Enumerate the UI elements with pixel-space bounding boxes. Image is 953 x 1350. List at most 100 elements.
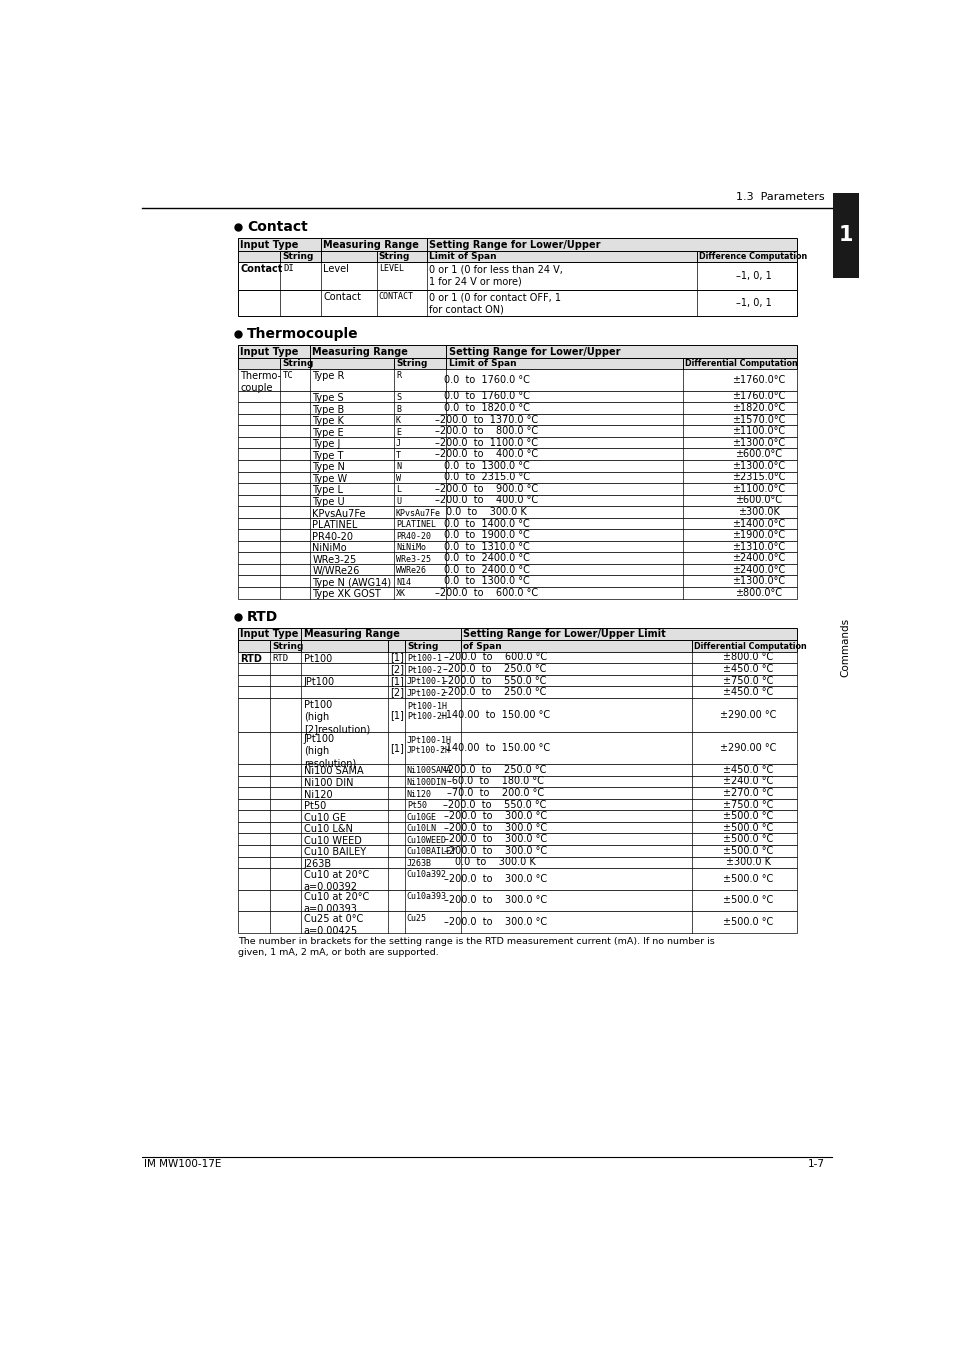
Text: Ni100SAMA: Ni100SAMA — [406, 767, 452, 775]
Text: Cu10 WEED: Cu10 WEED — [303, 836, 361, 845]
Text: Differential Computation: Differential Computation — [694, 641, 806, 651]
Text: 0.0  to  2400.0 °C: 0.0 to 2400.0 °C — [443, 554, 529, 563]
Bar — [237, 732, 797, 764]
Text: [1]: [1] — [390, 675, 403, 686]
Text: IM MW100-17E: IM MW100-17E — [144, 1160, 221, 1169]
Text: ±500.0 °C: ±500.0 °C — [722, 917, 773, 927]
Text: KPvsAu7Fe: KPvsAu7Fe — [395, 509, 440, 517]
Text: –140.00  to  150.00 °C: –140.00 to 150.00 °C — [440, 743, 549, 753]
Text: –200.0  to    300.0 °C: –200.0 to 300.0 °C — [443, 822, 546, 833]
Text: Pt100: Pt100 — [303, 653, 332, 664]
Text: PR40-20: PR40-20 — [395, 532, 431, 540]
Text: JPt100: JPt100 — [303, 678, 335, 687]
Text: 0.0  to  1300.0 °C: 0.0 to 1300.0 °C — [443, 460, 529, 471]
Text: PLATINEL: PLATINEL — [312, 520, 357, 531]
Text: JPt100-2: JPt100-2 — [406, 688, 446, 698]
Text: ±1300.0°C: ±1300.0°C — [731, 460, 784, 471]
Bar — [237, 346, 797, 358]
Text: Pt100
(high
[2]resolution): Pt100 (high [2]resolution) — [303, 701, 370, 734]
Text: WWRe26: WWRe26 — [395, 566, 425, 575]
Text: J263B: J263B — [406, 859, 432, 868]
Bar — [237, 425, 797, 437]
Text: Contact: Contact — [240, 265, 282, 274]
Text: Type T: Type T — [312, 451, 343, 460]
Text: W: W — [395, 474, 400, 483]
Text: Setting Range for Lower/Upper: Setting Range for Lower/Upper — [429, 240, 600, 250]
Text: Pt50: Pt50 — [303, 801, 326, 811]
Text: –200.0  to    250.0 °C: –200.0 to 250.0 °C — [443, 687, 546, 697]
Text: ±750.0 °C: ±750.0 °C — [722, 675, 773, 686]
Text: 0.0  to  1300.0 °C: 0.0 to 1300.0 °C — [443, 576, 529, 586]
Text: Input Type: Input Type — [240, 347, 298, 356]
Text: ±450.0 °C: ±450.0 °C — [722, 765, 773, 775]
Text: 0.0  to  1760.0 °C: 0.0 to 1760.0 °C — [443, 375, 529, 385]
Bar — [237, 483, 797, 494]
Bar — [237, 764, 797, 776]
Text: JPt100-1H: JPt100-1H — [406, 736, 452, 745]
Text: ±1300.0°C: ±1300.0°C — [731, 576, 784, 586]
Text: Thermocouple: Thermocouple — [247, 328, 358, 342]
Text: –200.0  to    300.0 °C: –200.0 to 300.0 °C — [443, 811, 546, 821]
Text: NiNiMo: NiNiMo — [312, 543, 347, 554]
Bar — [237, 675, 797, 686]
Text: N: N — [395, 462, 400, 471]
Bar — [237, 868, 797, 890]
Text: [2]: [2] — [390, 687, 403, 697]
Text: 1-7: 1-7 — [806, 1160, 823, 1169]
Text: Setting Range for Lower/Upper: Setting Range for Lower/Upper — [448, 347, 619, 356]
Text: Type N: Type N — [312, 462, 345, 472]
Text: JPt100
(high
resolution): JPt100 (high resolution) — [303, 734, 355, 768]
Text: ±2400.0°C: ±2400.0°C — [731, 564, 784, 575]
Text: –200.0  to    300.0 °C: –200.0 to 300.0 °C — [443, 917, 546, 927]
Text: Commands: Commands — [840, 617, 850, 676]
Text: String: String — [282, 252, 314, 261]
Text: –200.0  to    300.0 °C: –200.0 to 300.0 °C — [443, 873, 546, 884]
Text: Type K: Type K — [312, 416, 344, 427]
Text: ±1310.0°C: ±1310.0°C — [731, 541, 784, 552]
Text: –200.0  to    250.0 °C: –200.0 to 250.0 °C — [443, 765, 546, 775]
Text: LEVEL: LEVEL — [378, 265, 403, 274]
Text: [2]: [2] — [390, 664, 403, 674]
Text: Cu10a393: Cu10a393 — [406, 892, 446, 900]
Text: –200.0  to    550.0 °C: –200.0 to 550.0 °C — [443, 799, 546, 810]
Text: T: T — [395, 451, 400, 460]
Text: 0.0  to  1900.0 °C: 0.0 to 1900.0 °C — [443, 531, 529, 540]
Text: The number in brackets for the setting range is the RTD measurement current (mA): The number in brackets for the setting r… — [237, 937, 714, 957]
Text: Input Type: Input Type — [240, 629, 298, 640]
Text: ±500.0 °C: ±500.0 °C — [722, 845, 773, 856]
Text: Cu10 at 20°C
a=0.00392: Cu10 at 20°C a=0.00392 — [303, 871, 369, 892]
Bar — [237, 529, 797, 541]
Text: ±500.0 °C: ±500.0 °C — [722, 822, 773, 833]
Text: String: String — [282, 359, 314, 369]
Bar — [237, 506, 797, 518]
Text: Measuring Range: Measuring Range — [312, 347, 408, 356]
Text: RTD: RTD — [240, 653, 262, 664]
Text: E: E — [395, 428, 400, 436]
Text: Type L: Type L — [312, 486, 343, 495]
Text: Contact: Contact — [323, 292, 360, 302]
Text: Measuring Range: Measuring Range — [323, 240, 418, 250]
Text: Measuring Range: Measuring Range — [303, 629, 399, 640]
Text: –60.0  to    180.0 °C: –60.0 to 180.0 °C — [446, 776, 543, 787]
Bar — [237, 262, 797, 290]
Text: Limit of Span: Limit of Span — [429, 252, 497, 261]
Text: String: String — [395, 359, 427, 369]
Bar — [237, 810, 797, 822]
Text: L: L — [395, 486, 400, 494]
Bar — [237, 845, 797, 856]
Text: [1]: [1] — [390, 743, 403, 753]
Text: PR40-20: PR40-20 — [312, 532, 353, 541]
Bar — [237, 251, 797, 262]
Bar — [237, 448, 797, 460]
Bar — [237, 575, 797, 587]
Text: 0.0  to  2400.0 °C: 0.0 to 2400.0 °C — [443, 564, 529, 575]
Text: ±500.0 °C: ±500.0 °C — [722, 895, 773, 906]
Bar — [237, 494, 797, 506]
Text: ±1820.0°C: ±1820.0°C — [731, 404, 784, 413]
Text: ±1900.0°C: ±1900.0°C — [731, 531, 784, 540]
Text: String: String — [273, 641, 304, 651]
Text: ±1400.0°C: ±1400.0°C — [731, 518, 784, 528]
Text: JPt100-2H: JPt100-2H — [406, 745, 450, 755]
Text: CONTACT: CONTACT — [378, 292, 414, 301]
Text: RTD: RTD — [273, 653, 289, 663]
